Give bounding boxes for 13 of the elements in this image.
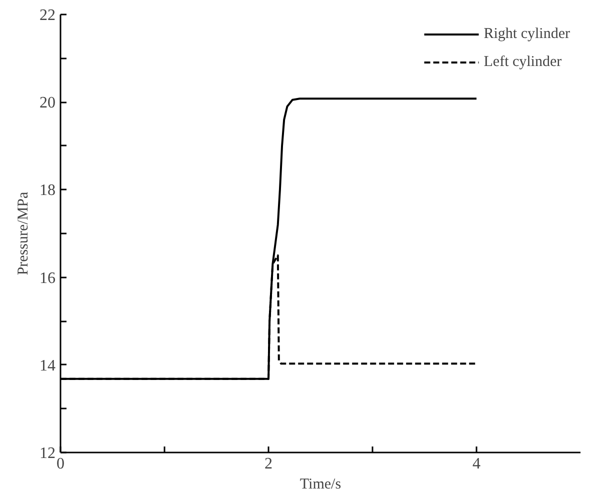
legend-label: Right cylinder xyxy=(484,26,570,42)
x-tick-label: 0 xyxy=(56,456,64,472)
y-axis-title: Pressure/MPa xyxy=(16,191,32,276)
y-tick-label: 14 xyxy=(40,357,56,374)
y-tick-label: 22 xyxy=(40,7,56,24)
x-axis-title: Time/s xyxy=(300,476,342,492)
y-tick-label: 20 xyxy=(40,94,56,112)
x-tick-label: 4 xyxy=(472,456,480,472)
y-tick-label: 16 xyxy=(40,270,56,287)
y-tick-label: 18 xyxy=(40,182,56,200)
legend-label: Left cylinder xyxy=(484,54,562,70)
y-tick-label: 12 xyxy=(40,445,56,462)
x-tick-label: 2 xyxy=(264,456,272,472)
